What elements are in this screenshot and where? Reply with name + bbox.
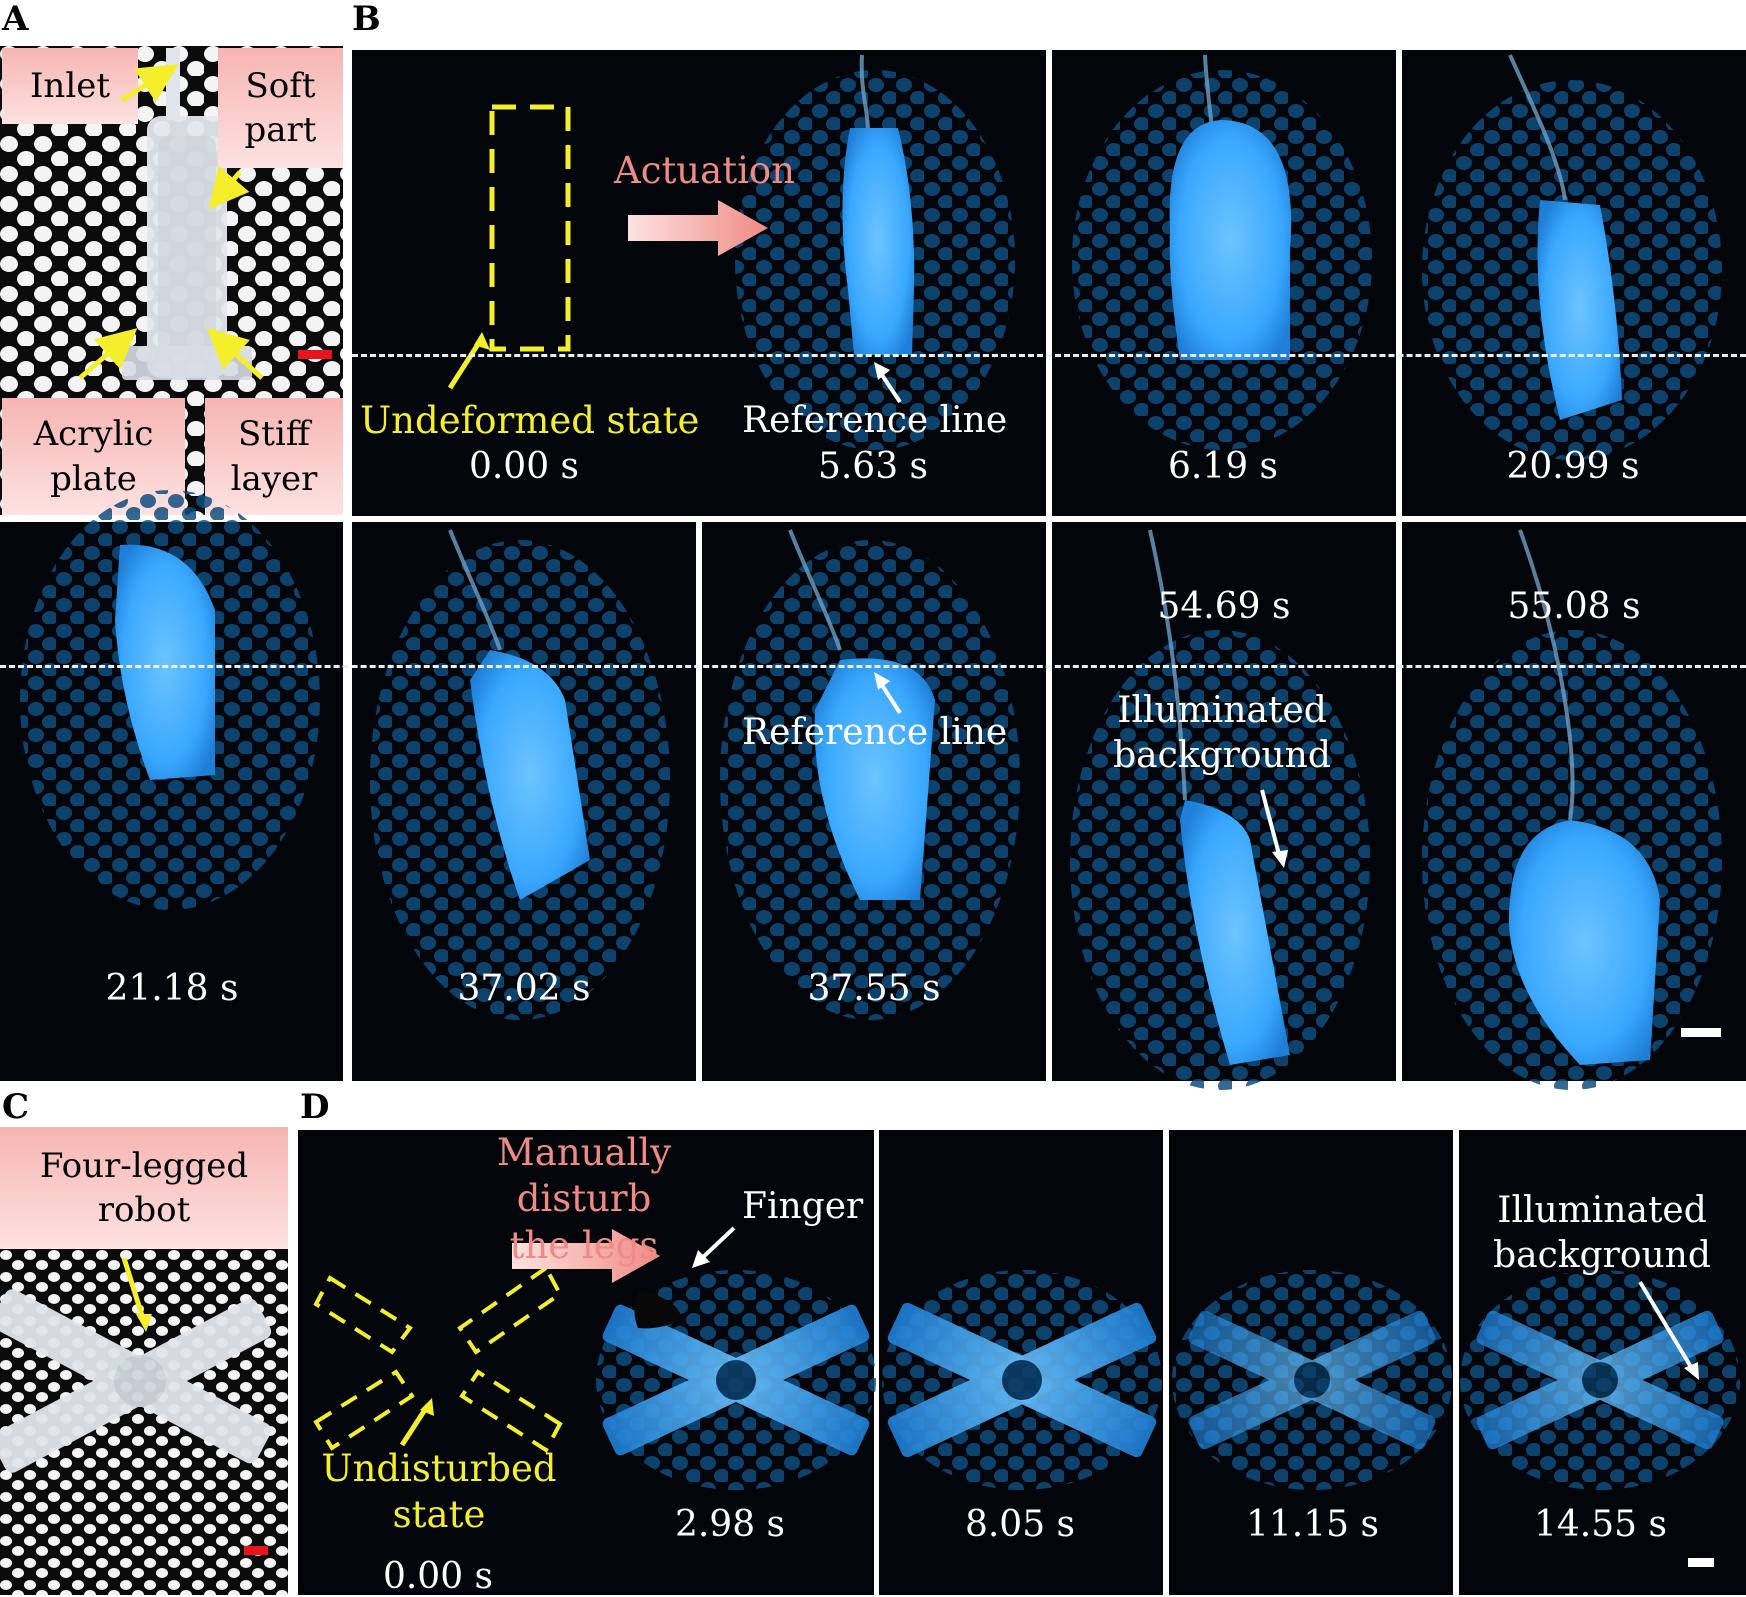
timestamp-d-4: 11.15 s [1246, 1504, 1379, 1545]
panel-letter-d: D [300, 1087, 330, 1127]
arrows-panel-a [78, 63, 264, 380]
panel-letter-b: B [352, 0, 381, 39]
scale-bar-b [1681, 1028, 1721, 1037]
label-undeformed-state: Undeformed state [360, 399, 700, 442]
label-undisturbed-state: Undisturbed state [321, 1447, 557, 1537]
arrow-panel-c [121, 1257, 152, 1332]
label-reference-line-1: Reference line [742, 400, 1008, 441]
timestamp-b-6: 37.02 s [457, 968, 591, 1009]
photo-panel-c [0, 1249, 288, 1595]
timestamp-b-2: 5.63 s [817, 446, 929, 487]
dotted-pattern-c [0, 1249, 288, 1595]
timestamp-b-5: 21.18 s [105, 968, 239, 1009]
label-illuminated-background-b: Illuminated background [1113, 690, 1331, 776]
timestamp-b-1: 0.00 s [468, 446, 580, 487]
label-finger: Finger [742, 1186, 864, 1227]
label-reference-line-2: Reference line [742, 712, 1008, 753]
timestamp-b-3: 6.19 s [1167, 446, 1279, 487]
panel-letter-c: C [2, 1087, 30, 1127]
timestamp-b-9: 55.08 s [1507, 586, 1641, 627]
timestamp-b-8: 54.69 s [1157, 586, 1291, 627]
timestamp-d-1: 0.00 s [382, 1556, 494, 1597]
label-illuminated-background-d: Illuminated background [1493, 1190, 1711, 1276]
label-stiff-layer: Stiff layer [205, 398, 343, 515]
timestamp-b-7: 37.55 s [807, 968, 941, 1009]
timestamp-d-5: 14.55 s [1534, 1504, 1667, 1545]
label-inlet: Inlet [2, 48, 138, 124]
label-actuation: Actuation [614, 149, 796, 192]
scale-bar-d [1688, 1558, 1714, 1567]
timestamp-b-4: 20.99 s [1506, 446, 1640, 487]
reference-line-row-1 [352, 354, 1746, 357]
timestamp-d-2: 2.98 s [674, 1504, 786, 1545]
reference-line-row-2 [0, 665, 1746, 668]
scale-bar-c [244, 1546, 268, 1555]
label-four-legged-robot: Four-legged robot [0, 1127, 288, 1249]
scale-bar-a [298, 350, 332, 359]
panel-letter-a: A [2, 0, 29, 39]
label-manually-disturb: Manually disturb the legs [496, 1131, 672, 1267]
timestamp-d-3: 8.05 s [964, 1504, 1076, 1545]
label-soft-part: Soft part [218, 48, 343, 168]
